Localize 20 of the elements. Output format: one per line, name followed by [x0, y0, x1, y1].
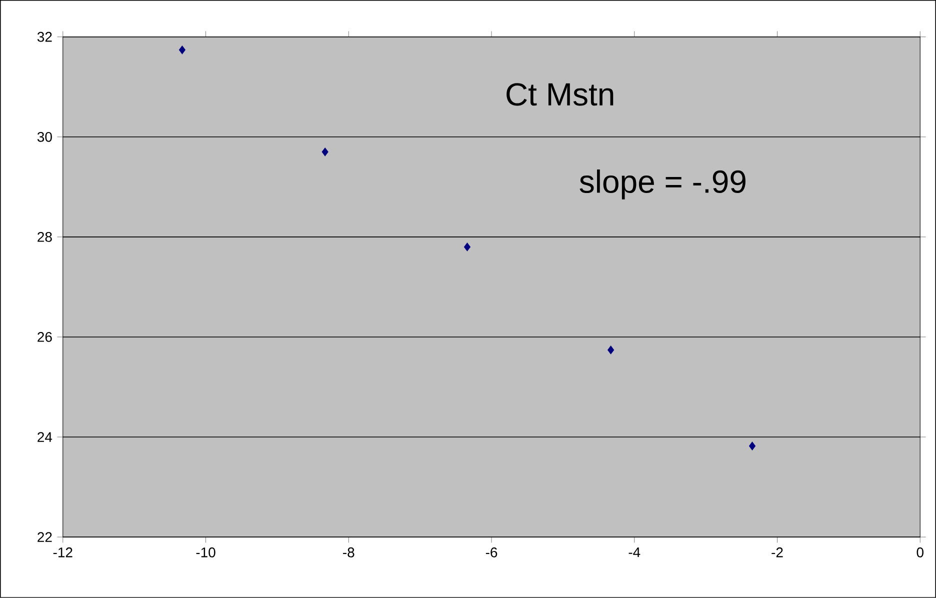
- y-tick-label: 28: [38, 232, 52, 242]
- y-tick-label: 24: [38, 432, 52, 442]
- point: [322, 148, 328, 156]
- y-tick-label: 26: [38, 332, 52, 342]
- point: [608, 346, 614, 354]
- x-tick-label: -10: [196, 547, 216, 558]
- point: [178, 46, 186, 54]
- point: [464, 242, 470, 252]
- x-tick-label: -6: [486, 547, 498, 558]
- y-tick-label: 30: [37, 132, 52, 142]
- x-tick-label: -4: [628, 547, 640, 558]
- x-tick-label: -2: [772, 547, 783, 558]
- x-tick-label: -8: [343, 547, 354, 558]
- annotation: slope = -.99: [580, 170, 746, 200]
- y-tick-label: 22: [38, 532, 52, 542]
- point: [748, 442, 756, 450]
- y-tick-label: 32: [37, 32, 52, 42]
- x-tick-label: -12: [53, 547, 72, 558]
- x-tick-label: 0: [916, 547, 924, 558]
- annotation: Ct Mstn: [506, 83, 614, 106]
